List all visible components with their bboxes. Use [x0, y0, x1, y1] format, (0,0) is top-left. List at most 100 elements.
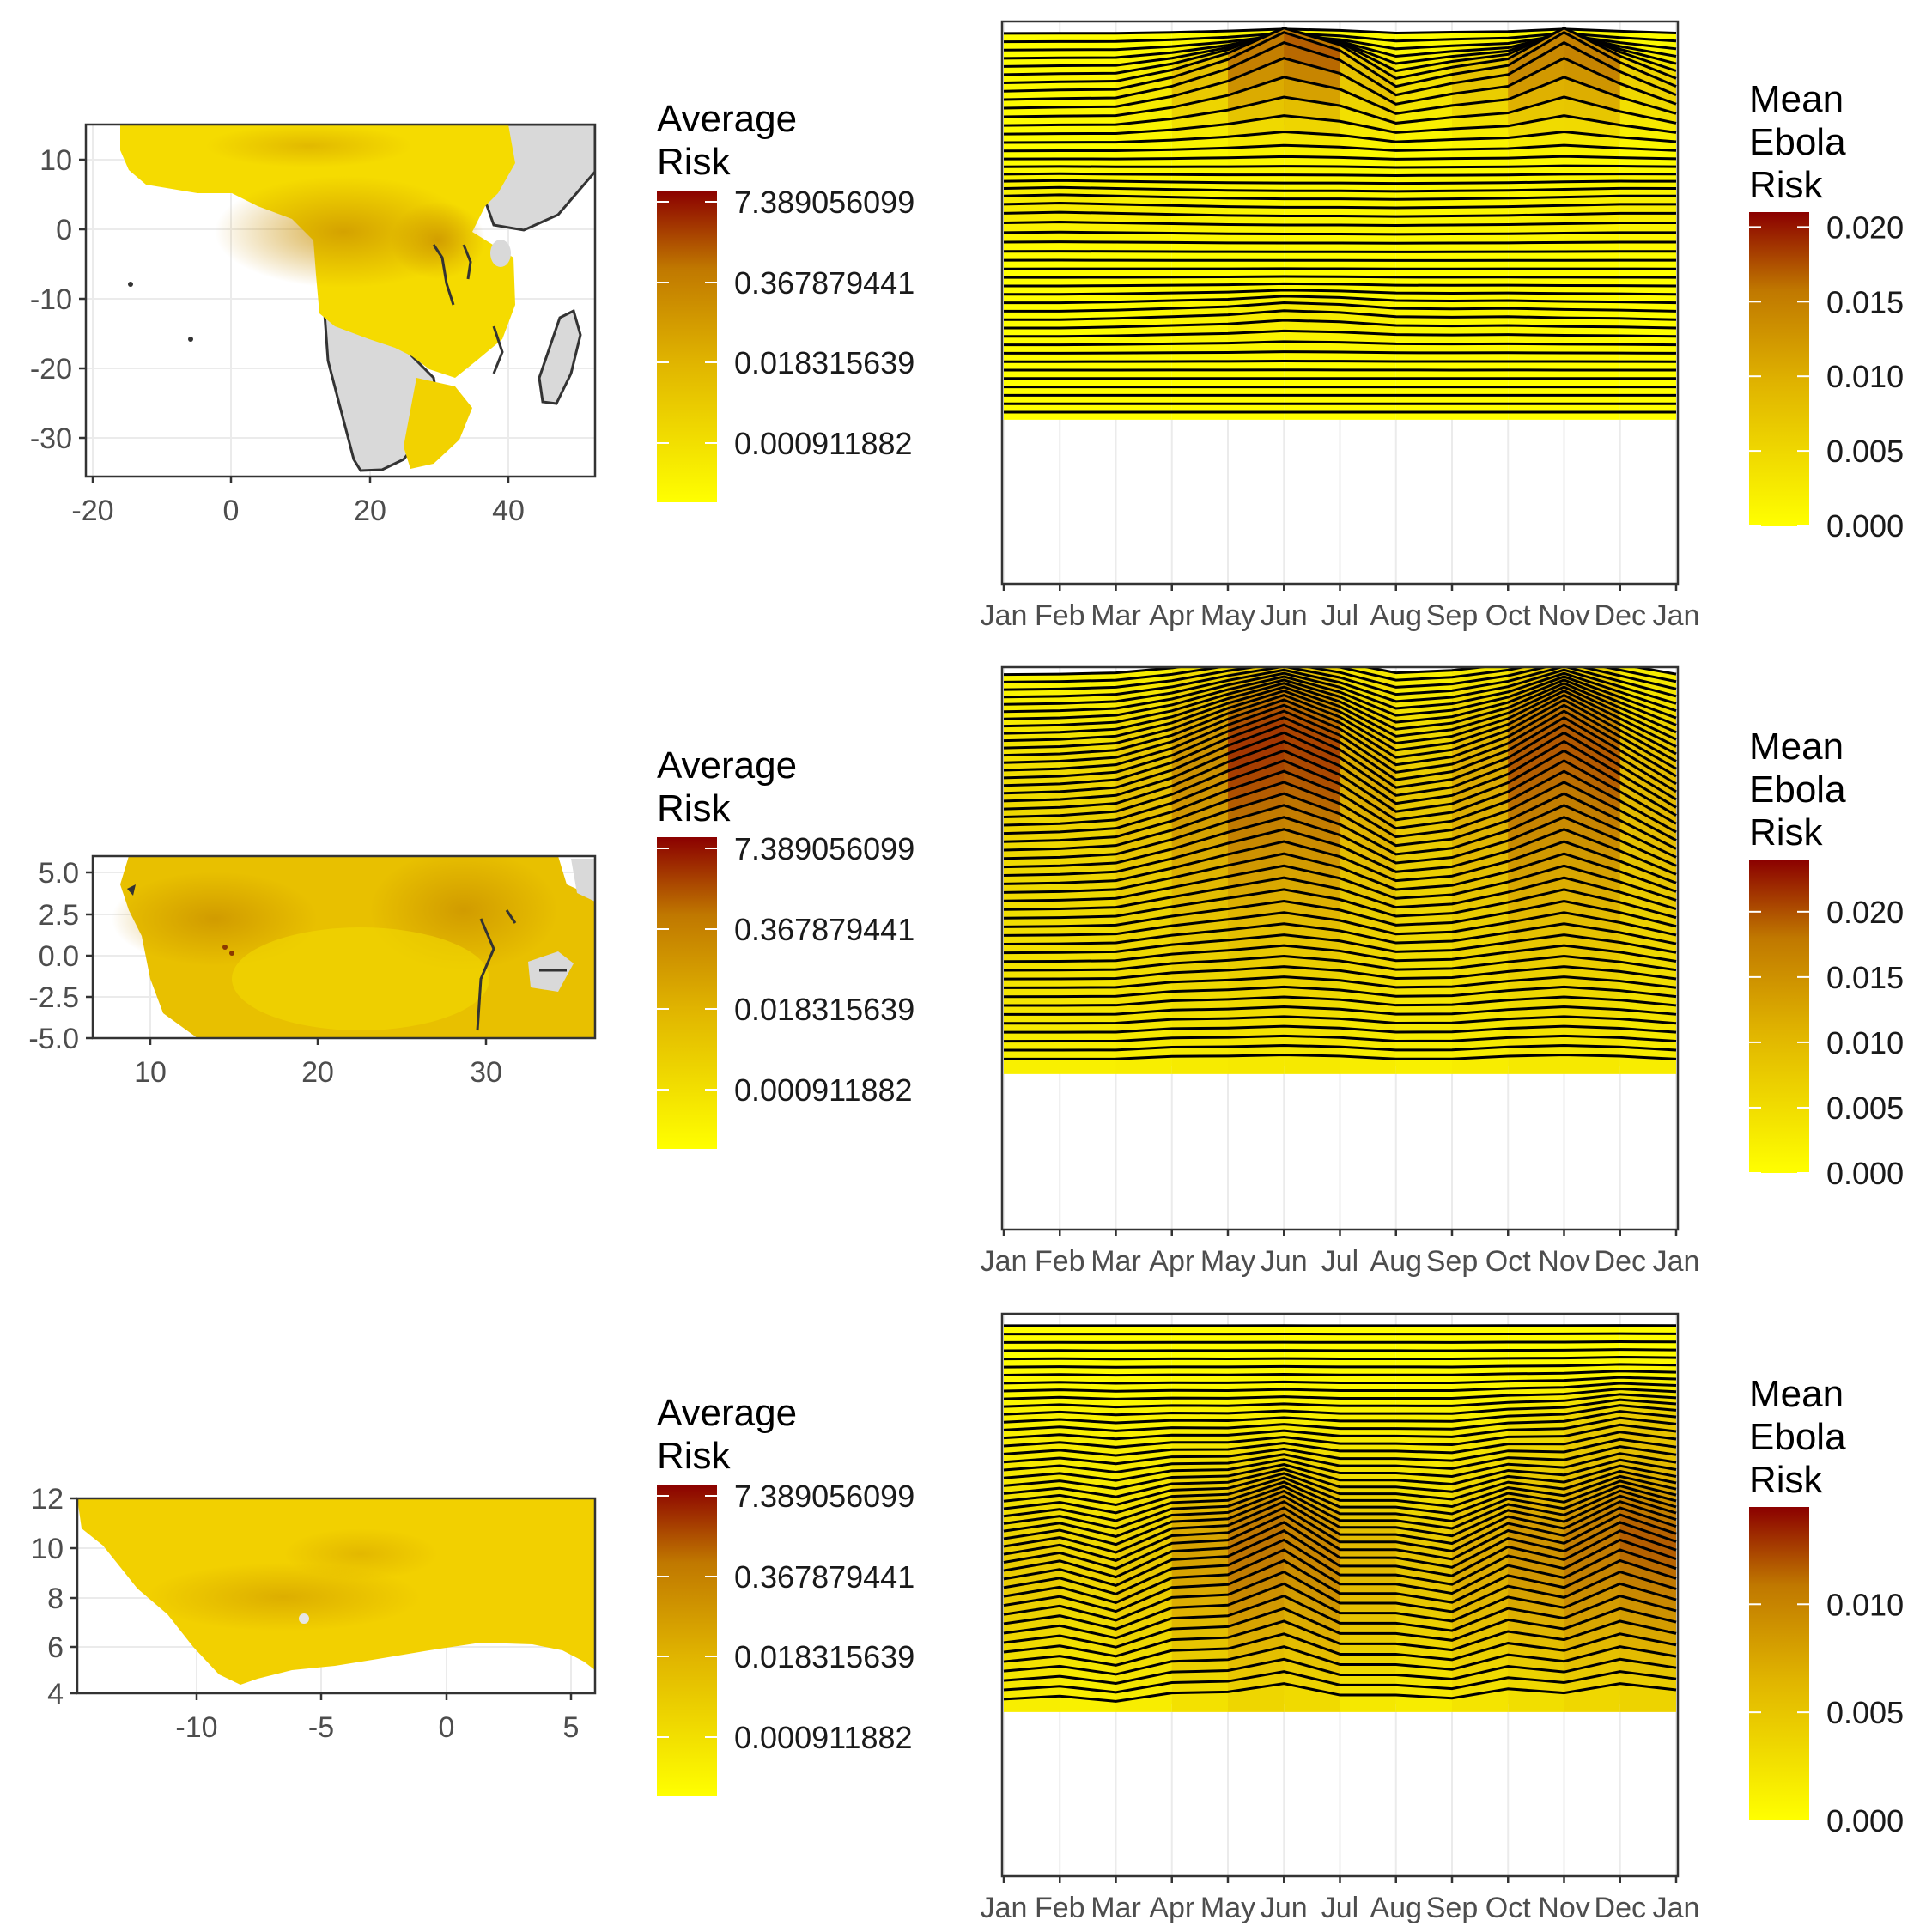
month-tick-label: Jun — [1261, 1892, 1308, 1924]
ridge-line — [1003, 715, 1677, 787]
ridge-line — [1003, 143, 1677, 153]
ridge-area — [1508, 156, 1564, 167]
ridge-line — [1003, 749, 1677, 819]
ridge-area — [1508, 260, 1564, 269]
ridge-area — [1228, 145, 1285, 160]
ridge-area — [1564, 232, 1620, 244]
ridge-area — [1060, 318, 1116, 328]
ridge-area — [1004, 1334, 1060, 1342]
ridge-area — [1228, 331, 1285, 344]
legend-tick: 0.010 — [1826, 1587, 1904, 1622]
ridge-area — [1228, 395, 1285, 404]
ridge-line — [1003, 723, 1677, 795]
ridge-area — [1619, 378, 1676, 386]
month-tick-label: Nov — [1538, 599, 1589, 632]
ridge-area — [1395, 224, 1452, 235]
ridge-area — [1115, 1334, 1172, 1342]
ridge-area — [1060, 232, 1116, 244]
ridge-area — [1004, 1696, 1060, 1712]
month-tick-label: Jan — [981, 599, 1028, 632]
map2-y-tick: 0.0 — [39, 940, 79, 973]
ridge-area — [1228, 242, 1285, 252]
ridge-area — [1508, 369, 1564, 378]
ridge-area — [1508, 1054, 1564, 1074]
ridge-area — [1340, 1334, 1396, 1342]
ridge-area — [1340, 167, 1396, 176]
ridge-area — [1004, 353, 1060, 361]
ridge-area — [1452, 158, 1509, 167]
ridge-area — [1004, 65, 1060, 76]
legend-title: Ebola — [1749, 121, 1846, 163]
ridge-line — [1003, 1452, 1677, 1482]
ridge-area — [1619, 326, 1676, 336]
ridge-area — [1452, 334, 1509, 344]
ridge-area — [1395, 378, 1452, 386]
map1-y-tick: 0 — [56, 214, 72, 246]
ridge-area — [1395, 1334, 1452, 1342]
ridge-area — [1004, 285, 1060, 294]
ridge-area — [1619, 1325, 1676, 1334]
ridge-area — [1115, 285, 1172, 294]
colorbar — [1749, 212, 1809, 526]
ridge-area — [1171, 1366, 1228, 1376]
month-axis-3: Jan Feb Mar Apr May Jun Jul Aug Sep Oct Nov Dec Jan — [981, 1876, 1699, 1924]
ridge-line — [1003, 1645, 1677, 1676]
ridge-area — [1171, 333, 1228, 344]
ridge-area — [1395, 395, 1452, 404]
ridge-area — [1564, 251, 1620, 260]
ridge-area — [1564, 343, 1620, 353]
ridge-area — [1115, 369, 1172, 378]
legend-tick: 0.000911882 — [734, 1072, 913, 1108]
ridge-area — [1508, 1334, 1564, 1342]
ridge-area — [1564, 156, 1620, 167]
ridge-area — [1619, 1683, 1676, 1712]
ridge-area — [1284, 386, 1340, 395]
ridge-area — [1508, 404, 1564, 412]
monthly-risk-panel-2 — [1000, 665, 1680, 1231]
ridge-line — [1003, 852, 1677, 894]
ridge-line — [1003, 840, 1677, 885]
ridge-area — [1508, 412, 1564, 420]
ridge-area — [1340, 342, 1396, 353]
ridge-line — [1003, 1558, 1677, 1613]
legend-tick: 0.000 — [1826, 1803, 1904, 1838]
ridge-area — [1340, 234, 1396, 244]
ridge-area — [1284, 1054, 1340, 1074]
ridge-line — [1003, 1464, 1677, 1498]
ridge-area — [1228, 378, 1285, 386]
ridge-area — [1284, 224, 1340, 235]
ridge-area — [1452, 395, 1509, 404]
ridge-line — [1003, 1670, 1677, 1694]
ridge-area — [1115, 325, 1172, 336]
map2-y-tick: -2.5 — [28, 981, 79, 1014]
ridge-area — [1115, 149, 1172, 160]
ridge-line — [1003, 678, 1677, 728]
map3-y-tick: 4 — [47, 1678, 64, 1710]
ridge-area — [1564, 335, 1620, 344]
ridge-area — [1619, 318, 1676, 328]
ridge-area — [1004, 344, 1060, 353]
ridge-area — [1508, 343, 1564, 353]
ridge-line — [1003, 667, 1677, 691]
ridge-line — [1003, 295, 1677, 305]
ridge-line — [1003, 816, 1677, 869]
month-axis-1: Jan Feb Mar Apr May Jun Jul Aug Sep Oct Nov Dec Jan — [981, 584, 1699, 632]
ridge-line — [1004, 340, 1677, 347]
ridge-area — [1284, 243, 1340, 252]
map1-x-tick: 40 — [492, 495, 525, 527]
ridge-area — [1004, 269, 1060, 277]
ridge-area — [1395, 343, 1452, 353]
ridge-area — [1508, 361, 1564, 370]
ridge-area — [1060, 251, 1116, 260]
ridge-line — [1003, 57, 1677, 110]
ridge-area — [1115, 412, 1172, 420]
ridge-area — [1284, 378, 1340, 386]
ridge-line — [1003, 1348, 1677, 1352]
ridge-area — [1340, 395, 1396, 404]
ridge-area — [1284, 1325, 1340, 1334]
ridge-area — [1004, 116, 1060, 125]
ridge-area — [1452, 352, 1509, 361]
legend-title: Average — [657, 98, 797, 140]
mean-ebola-risk-legend-3: Mean Ebola Risk 0.010 0.005 0.000 — [1749, 1373, 1904, 1838]
